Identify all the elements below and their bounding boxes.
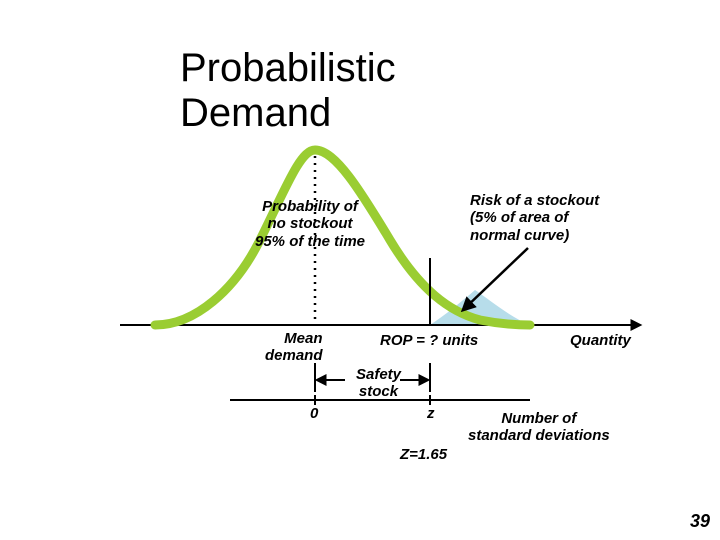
- label-mean-demand: Mean demand: [265, 330, 323, 365]
- label-z: z: [427, 405, 435, 422]
- text: Quantity: [570, 332, 631, 349]
- text: demand: [265, 347, 323, 364]
- label-rop: ROP = ? units: [380, 332, 478, 349]
- text: Probability of: [262, 198, 358, 215]
- label-risk-stockout: Risk of a stockout (5% of area of normal…: [470, 192, 599, 244]
- text: Safety: [356, 366, 401, 383]
- text: (5% of area of: [470, 209, 568, 226]
- label-zero: 0: [310, 405, 318, 422]
- text: 0: [310, 405, 318, 422]
- text: Z=1.65: [400, 446, 447, 463]
- text: no stockout: [268, 215, 353, 232]
- text: 95% of the time: [255, 233, 365, 250]
- text: Mean: [284, 330, 322, 347]
- text: standard deviations: [468, 427, 610, 444]
- text: ROP = ? units: [380, 332, 478, 349]
- diagram-area: Probability of no stockout 95% of the ti…: [100, 140, 660, 420]
- text: Number of: [501, 410, 576, 427]
- label-prob-no-stockout: Probability of no stockout 95% of the ti…: [255, 198, 365, 250]
- text: z: [427, 405, 435, 422]
- label-quantity: Quantity: [570, 332, 631, 349]
- label-z-value: Z=1.65: [400, 446, 447, 463]
- page-number: 39: [690, 511, 710, 532]
- label-std-dev: Number of standard deviations: [468, 410, 610, 445]
- text: Risk of a stockout: [470, 192, 599, 209]
- label-safety-stock: Safety stock: [356, 366, 401, 401]
- text: normal curve): [470, 227, 569, 244]
- page-title: Probabilistic Demand: [180, 46, 540, 136]
- text: stock: [359, 383, 398, 400]
